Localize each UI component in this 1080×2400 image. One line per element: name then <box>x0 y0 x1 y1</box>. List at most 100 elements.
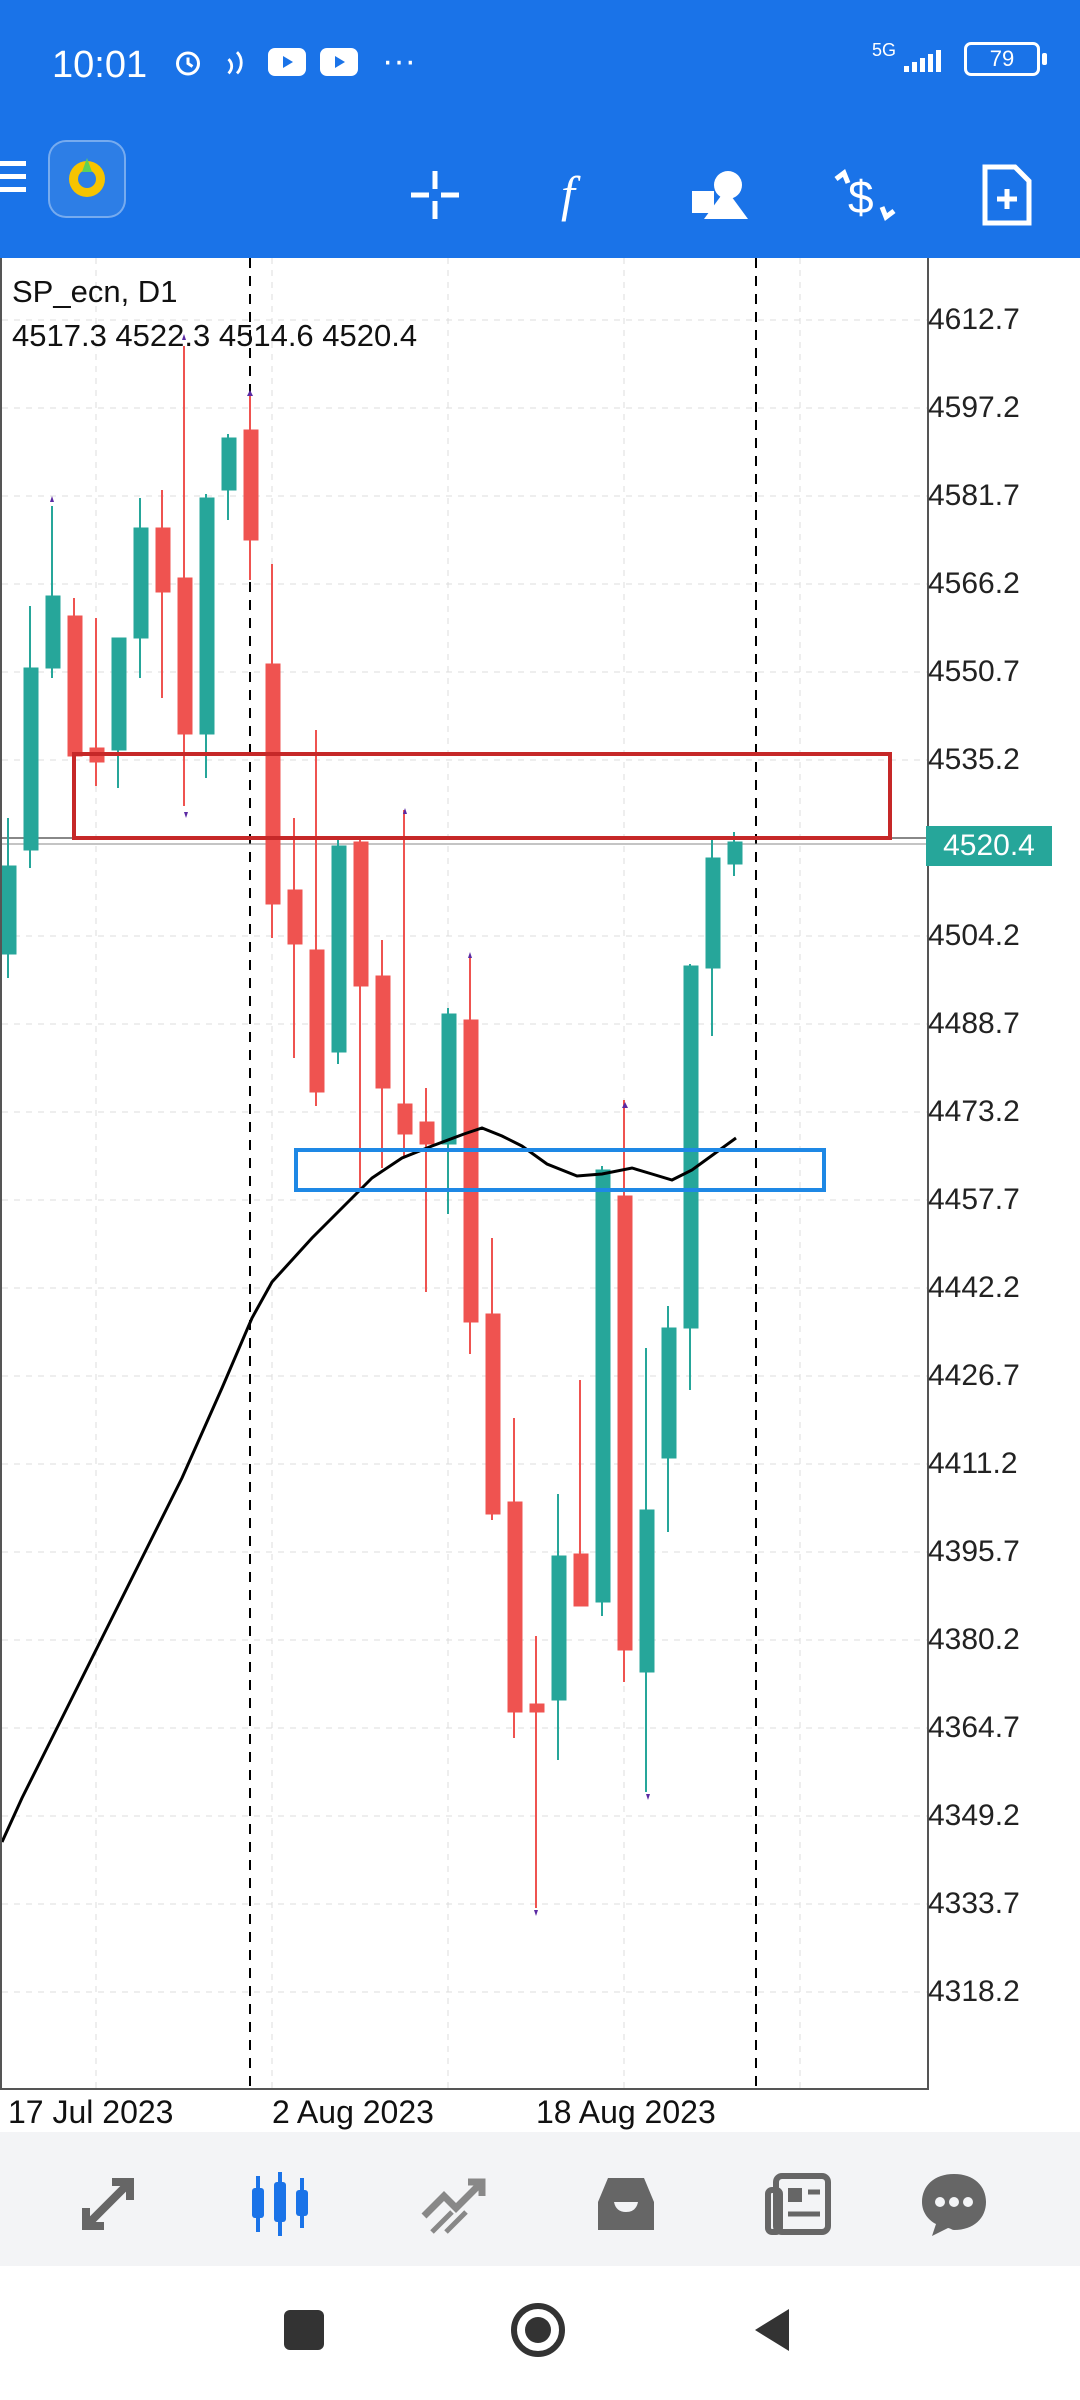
network-type: 5G <box>871 39 896 60</box>
status-icons: ··· <box>170 42 416 81</box>
candle <box>705 838 721 1036</box>
price-label: 4380.2 <box>928 1623 1020 1656</box>
inbox-icon <box>598 2178 654 2230</box>
candle <box>661 1306 677 1532</box>
top-toolbar <box>0 130 1080 258</box>
resistance-zone <box>72 752 892 840</box>
candle <box>353 838 369 1188</box>
date-label: 18 Aug 2023 <box>536 2094 716 2130</box>
candle <box>485 1238 501 1520</box>
candle <box>507 1418 523 1738</box>
signal-app-icon <box>227 50 243 74</box>
candle <box>243 394 259 580</box>
nav-history[interactable] <box>586 2164 666 2244</box>
price-label: 4395.7 <box>928 1535 1020 1568</box>
price-label: 4349.2 <box>928 1799 1020 1832</box>
nav-news[interactable] <box>760 2164 840 2244</box>
candle <box>45 506 61 678</box>
candles <box>1 346 743 1908</box>
price-label: 4597.2 <box>928 391 1020 424</box>
chart-symbol: SP_ecn, D1 <box>12 274 178 309</box>
youtube-icon <box>268 47 306 76</box>
candle <box>441 1008 457 1214</box>
nav-chart[interactable] <box>240 2164 320 2244</box>
chat-icon <box>922 2174 986 2236</box>
youtube-icon <box>320 47 358 76</box>
svg-text:f: f <box>561 166 581 222</box>
function-icon: f <box>561 166 581 222</box>
back-button[interactable] <box>744 2300 804 2360</box>
candle <box>397 810 413 1158</box>
menu-icon[interactable] <box>0 155 30 199</box>
price-label: 4504.2 <box>928 919 1020 952</box>
current-price-label: 4520.4 <box>926 826 1052 866</box>
crosshair-button[interactable] <box>390 150 480 240</box>
price-label: 4550.7 <box>928 655 1020 688</box>
price-label: 4411.2 <box>928 1447 1018 1480</box>
status-time: 10:01 <box>52 44 148 86</box>
trade-button[interactable]: $ <box>820 150 910 240</box>
crosshair-icon <box>411 171 459 219</box>
status-right: 5G 79 <box>871 39 1047 76</box>
candle <box>683 964 699 1390</box>
circle-icon <box>511 2303 565 2357</box>
square-icon <box>284 2310 324 2350</box>
price-label: 4473.2 <box>928 1095 1020 1128</box>
candle <box>331 836 347 1064</box>
battery-indicator: 79 <box>964 42 1047 76</box>
price-label: 4442.2 <box>928 1271 1020 1304</box>
bottom-navigation <box>0 2132 1080 2266</box>
alarm-icon <box>176 51 200 75</box>
date-label: 17 Jul 2023 <box>8 2094 174 2130</box>
nav-trade[interactable] <box>414 2164 494 2244</box>
price-label: 4581.7 <box>928 479 1020 512</box>
news-icon <box>765 2173 831 2235</box>
candle <box>1 818 17 978</box>
candles-icon <box>252 2172 308 2236</box>
nav-quotes[interactable] <box>68 2164 148 2244</box>
support-zone <box>294 1148 826 1192</box>
app-logo[interactable] <box>48 140 126 218</box>
date-label: 2 Aug 2023 <box>272 2094 434 2130</box>
candle <box>375 940 391 1168</box>
objects-button[interactable] <box>676 150 766 240</box>
add-document-icon <box>982 164 1032 226</box>
candle <box>287 818 303 1058</box>
candle <box>221 434 237 520</box>
price-label: 4364.7 <box>928 1711 1020 1744</box>
candle <box>639 1348 655 1792</box>
price-label: 4333.7 <box>928 1887 1020 1920</box>
candle <box>111 637 127 788</box>
back-triangle-icon <box>755 2309 789 2351</box>
chart-ohlc: 4517.3 4522.3 4514.6 4520.4 <box>12 318 418 353</box>
indicators-button[interactable]: f <box>532 150 622 240</box>
shapes-icon <box>692 171 748 219</box>
fractal-markers <box>50 334 650 1916</box>
period-separators <box>249 258 757 2088</box>
candle <box>133 498 149 678</box>
candle <box>529 1636 545 1908</box>
candle <box>199 494 215 778</box>
more-notifications-icon: ··· <box>382 42 416 80</box>
home-button[interactable] <box>508 2300 568 2360</box>
candle <box>23 606 39 868</box>
candle <box>463 958 479 1354</box>
price-label: 4318.2 <box>928 1975 1020 2008</box>
price-label: 4457.7 <box>928 1183 1020 1216</box>
signal-strength-icon <box>904 50 941 72</box>
candle <box>67 598 83 758</box>
price-label: 4566.2 <box>928 567 1020 600</box>
candle <box>89 618 105 786</box>
candle <box>265 564 281 938</box>
price-label: 4426.7 <box>928 1359 1020 1392</box>
new-order-button[interactable] <box>962 150 1052 240</box>
status-bar: 10:01 ··· 5G 79 <box>0 0 1080 130</box>
dollar-arrows-icon: $ <box>834 169 896 223</box>
price-label: 4535.2 <box>928 743 1020 776</box>
candle <box>309 730 325 1106</box>
nav-messages[interactable] <box>914 2164 994 2244</box>
candle <box>617 1100 633 1682</box>
recents-button[interactable] <box>274 2300 334 2360</box>
price-label: 4488.7 <box>928 1007 1020 1040</box>
price-chart[interactable] <box>0 258 929 2090</box>
